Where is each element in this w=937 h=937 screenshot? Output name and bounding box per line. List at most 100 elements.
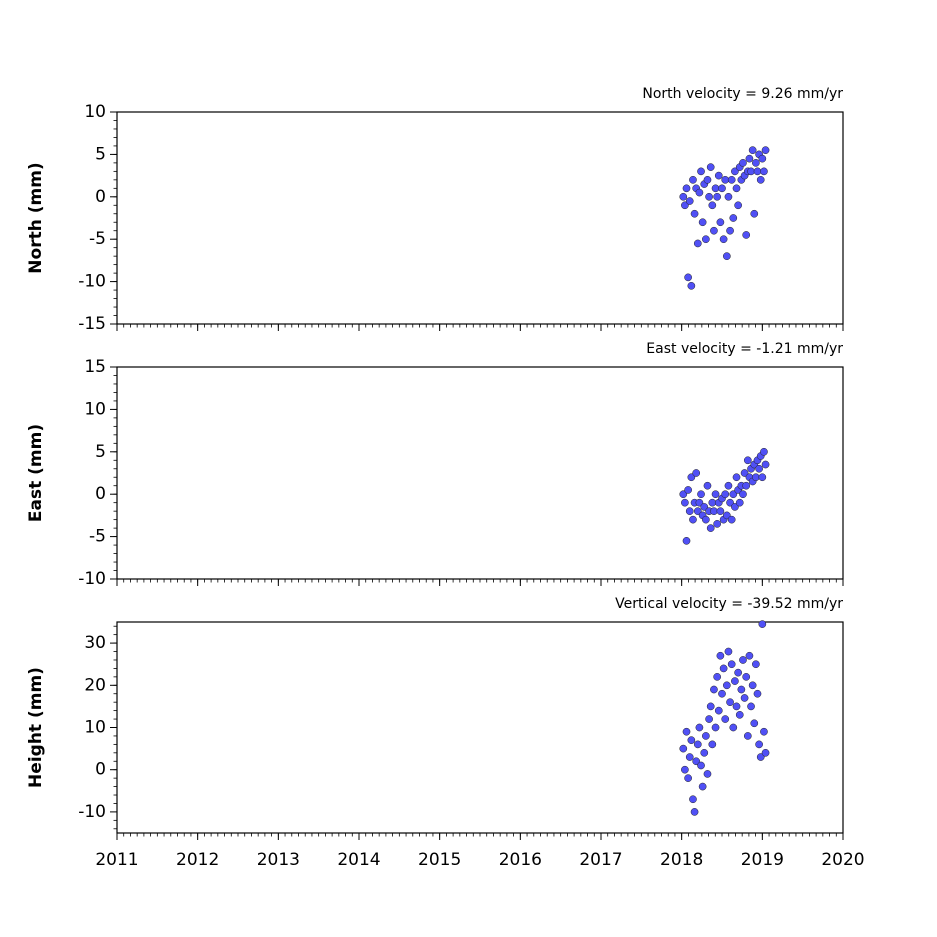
data-point bbox=[758, 620, 767, 628]
data-point bbox=[739, 490, 747, 499]
data-point bbox=[685, 197, 694, 205]
data-point bbox=[700, 503, 709, 511]
data-point bbox=[689, 795, 697, 804]
data-point bbox=[693, 507, 702, 516]
data-point bbox=[719, 664, 728, 673]
data-point bbox=[726, 226, 734, 235]
data-point bbox=[724, 647, 733, 656]
data-point bbox=[742, 481, 751, 490]
data-point bbox=[734, 668, 742, 677]
x-tick-label: 2015 bbox=[418, 850, 461, 870]
y-tick-label: 10 bbox=[84, 102, 106, 122]
data-point bbox=[685, 507, 694, 516]
data-point bbox=[739, 656, 747, 664]
x-tick-label: 2013 bbox=[257, 850, 300, 870]
data-point bbox=[687, 281, 696, 290]
data-point bbox=[692, 469, 701, 477]
data-point bbox=[718, 184, 726, 193]
data-point bbox=[740, 469, 749, 477]
data-point bbox=[716, 651, 725, 660]
data-point bbox=[684, 486, 692, 494]
data-point bbox=[734, 201, 742, 210]
y-tick-label: 10 bbox=[84, 718, 106, 738]
data-point bbox=[753, 689, 762, 698]
data-point bbox=[711, 184, 720, 193]
data-point bbox=[698, 218, 707, 227]
y-tick-label: 15 bbox=[84, 357, 106, 377]
data-point bbox=[682, 536, 691, 545]
y-tick-label: 30 bbox=[84, 633, 106, 653]
data-point bbox=[724, 192, 733, 201]
data-point bbox=[702, 235, 710, 244]
data-point bbox=[695, 498, 704, 507]
data-point bbox=[684, 774, 692, 782]
data-point bbox=[739, 159, 747, 167]
data-point bbox=[703, 175, 712, 184]
x-tick-label: 2012 bbox=[176, 850, 219, 870]
data-point bbox=[722, 681, 731, 690]
data-point bbox=[685, 753, 694, 761]
data-point bbox=[687, 736, 696, 745]
x-tick-label: 2018 bbox=[660, 850, 703, 870]
data-point bbox=[722, 252, 731, 261]
data-point bbox=[750, 209, 759, 218]
y-tick-label: 0 bbox=[95, 187, 106, 207]
data-point bbox=[737, 685, 746, 694]
y-tick-label: 5 bbox=[95, 144, 106, 164]
data-point bbox=[703, 481, 712, 490]
x-tick-label: 2016 bbox=[499, 850, 542, 870]
data-point bbox=[679, 192, 688, 201]
data-point bbox=[690, 808, 699, 816]
data-point bbox=[687, 473, 696, 482]
data-point bbox=[710, 507, 718, 516]
y-axis-label: East (mm) bbox=[26, 424, 46, 522]
data-point bbox=[731, 677, 739, 685]
data-point bbox=[681, 765, 689, 774]
data-point bbox=[750, 719, 759, 728]
y-axis-label: Height (mm) bbox=[26, 667, 46, 788]
data-point bbox=[760, 447, 768, 456]
data-point bbox=[706, 163, 715, 171]
data-point bbox=[700, 748, 709, 757]
data-point bbox=[731, 503, 739, 511]
data-point bbox=[697, 490, 705, 499]
data-point bbox=[710, 685, 718, 694]
axes-frame bbox=[116, 111, 844, 325]
y-tick-label: 0 bbox=[95, 760, 106, 780]
axes-frame bbox=[116, 366, 844, 580]
data-point bbox=[732, 473, 741, 482]
data-point bbox=[708, 498, 717, 507]
data-point bbox=[702, 732, 710, 740]
data-point bbox=[716, 507, 725, 516]
data-point bbox=[706, 702, 715, 711]
data-point bbox=[752, 660, 760, 669]
data-point bbox=[742, 231, 751, 239]
y-tick-label: -15 bbox=[78, 314, 106, 334]
data-point bbox=[724, 481, 733, 490]
axes-frame bbox=[116, 621, 844, 834]
data-point bbox=[747, 167, 755, 176]
data-point bbox=[727, 175, 736, 184]
y-tick-label: -10 bbox=[78, 272, 106, 292]
data-point bbox=[706, 524, 715, 532]
data-point bbox=[721, 175, 730, 184]
data-point bbox=[713, 673, 722, 681]
data-point bbox=[760, 727, 768, 736]
data-point bbox=[714, 171, 723, 180]
data-point bbox=[726, 498, 734, 507]
data-point bbox=[682, 184, 691, 193]
data-point bbox=[760, 167, 768, 176]
data-point bbox=[743, 456, 752, 465]
data-point bbox=[740, 694, 749, 702]
panel-title: North velocity = 9.26 mm/yr bbox=[642, 86, 843, 102]
data-point bbox=[747, 702, 755, 711]
data-point bbox=[756, 753, 765, 761]
data-point bbox=[755, 740, 763, 749]
data-point bbox=[689, 175, 697, 184]
data-point bbox=[753, 167, 762, 176]
data-point bbox=[731, 167, 739, 176]
data-point bbox=[682, 727, 691, 736]
data-point bbox=[748, 681, 757, 690]
y-tick-label: -10 bbox=[78, 569, 106, 589]
